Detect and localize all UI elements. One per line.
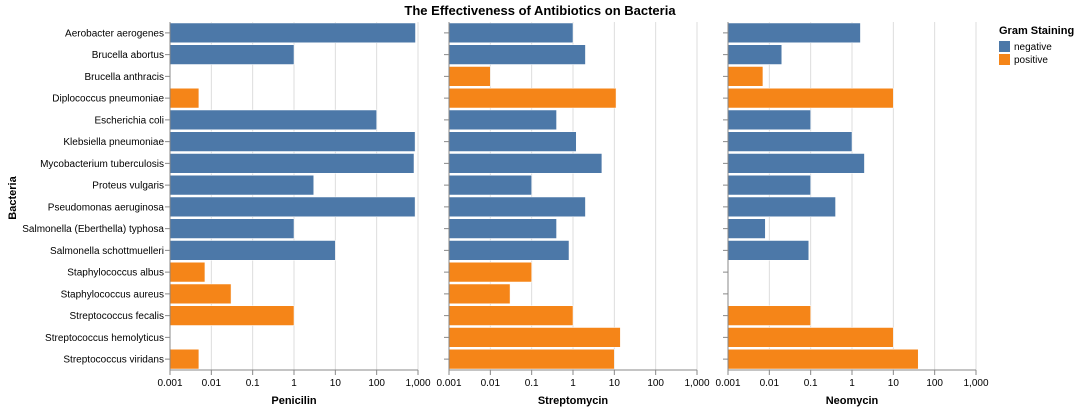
x-tick-label: 10 — [609, 378, 621, 389]
bar — [448, 131, 577, 152]
bar — [727, 327, 894, 348]
x-tick-label: 10 — [330, 378, 342, 389]
bar — [169, 305, 295, 326]
y-tick-label: Mycobacterium tuberculosis — [40, 159, 164, 170]
x-tick-label: 0.01 — [202, 378, 222, 389]
x-tick-label: 0.01 — [760, 378, 780, 389]
bar — [448, 44, 586, 65]
x-tick-label: 100 — [926, 378, 943, 389]
y-tick-label: Staphylococcus aureus — [61, 289, 164, 300]
bar — [169, 88, 200, 109]
bar — [169, 218, 295, 239]
bar — [169, 175, 314, 196]
x-tick-label: 1 — [570, 378, 576, 389]
legend-swatch — [999, 41, 1010, 52]
bar — [169, 349, 200, 370]
x-tick-label: 1 — [849, 378, 855, 389]
x-tick-label: 0.001 — [715, 378, 740, 389]
panel-penicilin: 0.001 0.01 0.1 1 10 100 1,000 Penicilin — [157, 22, 431, 407]
bar — [169, 262, 206, 283]
x-tick-label: 0.1 — [246, 378, 260, 389]
bar — [448, 240, 570, 261]
legend-swatch — [999, 54, 1010, 65]
x-tick-label: 0.001 — [157, 378, 182, 389]
bar — [448, 175, 532, 196]
y-tick-label: Klebsiella pneumoniae — [63, 137, 164, 148]
bar — [448, 349, 615, 370]
bar — [448, 66, 491, 87]
bar — [169, 44, 295, 65]
bar — [727, 153, 865, 174]
legend-label: negative — [1014, 42, 1052, 53]
chart-title: The Effectiveness of Antibiotics on Bact… — [404, 3, 676, 18]
y-tick-label: Brucella anthracis — [85, 72, 164, 83]
bar — [727, 109, 811, 130]
bar — [448, 305, 574, 326]
bar — [169, 131, 416, 152]
bar — [448, 327, 621, 348]
y-tick-label: Diplococcus pneumoniae — [52, 94, 164, 105]
panels: Aerobacter aerogenes Brucella abortus Bruc… — [22, 22, 989, 407]
bar — [448, 22, 574, 43]
bar — [727, 240, 810, 261]
bar — [169, 109, 377, 130]
bar — [727, 196, 836, 217]
y-tick-label: Pseudomonas aeruginosa — [48, 202, 165, 213]
bar — [169, 22, 416, 43]
x-tick-label: 1,000 — [963, 378, 988, 389]
bar — [169, 283, 232, 304]
x-tick-label: 0.001 — [436, 378, 461, 389]
bar — [727, 88, 894, 109]
y-tick-label: Streptococcus viridans — [63, 355, 164, 366]
legend: Gram Staining negative positive — [999, 25, 1074, 66]
bar — [169, 153, 415, 174]
y-tick-label: Staphylococcus albus — [67, 268, 164, 279]
x-tick-label: 0.1 — [804, 378, 818, 389]
bar — [727, 349, 919, 370]
y-tick-label: Streptococcus hemolyticus — [45, 333, 164, 344]
x-tick-label: 1 — [291, 378, 297, 389]
bar — [727, 66, 764, 87]
legend-title: Gram Staining — [999, 25, 1074, 37]
bar — [448, 109, 557, 130]
y-axis-title: Bacteria — [7, 175, 19, 219]
x-tick-label: 100 — [647, 378, 664, 389]
bar — [448, 88, 617, 109]
y-tick-label: Salmonella schottmuelleri — [50, 246, 164, 257]
panel-neomycin: 0.001 0.01 0.1 1 10 100 1,000 Neomycin — [715, 22, 989, 407]
bar — [448, 196, 586, 217]
x-axis-title: Streptomycin — [538, 395, 609, 407]
x-tick-label: 1,000 — [405, 378, 430, 389]
bar — [727, 218, 766, 239]
x-tick-label: 10 — [888, 378, 900, 389]
bar — [727, 131, 853, 152]
bar — [448, 153, 603, 174]
y-tick-label: Proteus vulgaris — [92, 181, 164, 192]
bar — [448, 283, 511, 304]
bar — [727, 44, 783, 65]
panel-streptomycin: 0.001 0.01 0.1 1 10 100 1,000 Streptomycin — [436, 22, 710, 407]
bar — [448, 262, 532, 283]
bar — [169, 240, 336, 261]
y-tick-label: Streptococcus fecalis — [70, 311, 165, 322]
x-tick-label: 100 — [368, 378, 385, 389]
bar — [169, 196, 416, 217]
x-axis-title: Penicilin — [271, 395, 317, 407]
x-tick-label: 1,000 — [684, 378, 709, 389]
bar — [727, 175, 811, 196]
y-tick-label: Brucella abortus — [92, 50, 164, 61]
legend-label: positive — [1014, 55, 1048, 66]
x-tick-label: 0.1 — [525, 378, 539, 389]
y-tick-label: Aerobacter aerogenes — [65, 28, 164, 39]
y-tick-label: Salmonella (Eberthella) typhosa — [22, 224, 164, 235]
bar — [448, 218, 557, 239]
bar — [727, 305, 811, 326]
y-tick-label: Escherichia coli — [95, 115, 164, 126]
x-tick-label: 0.01 — [481, 378, 501, 389]
x-axis-title: Neomycin — [826, 395, 879, 407]
bar — [727, 22, 861, 43]
